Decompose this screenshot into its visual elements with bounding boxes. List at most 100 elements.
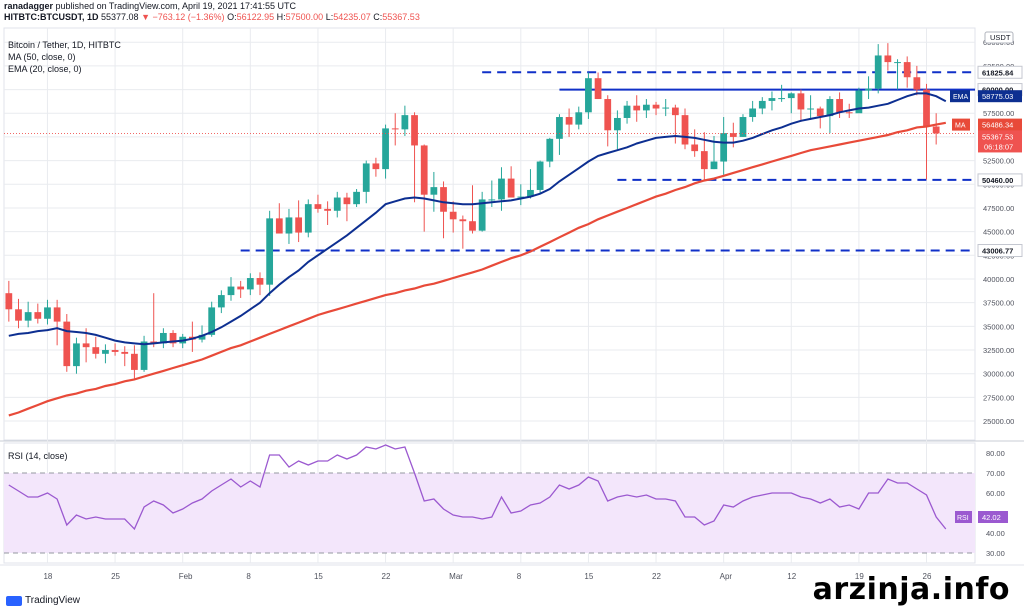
candle-body: [517, 196, 525, 198]
candle-body: [92, 347, 100, 354]
rsi-value-label: 42.02: [982, 513, 1001, 522]
currency-badge: [984, 31, 1014, 44]
candle-body: [430, 187, 438, 195]
publish-info: published on TradingView.com, April 19, …: [55, 1, 297, 11]
candle-body: [758, 100, 766, 109]
time-tick-label: 18: [43, 572, 52, 581]
price-change: ▼ −763.12 (−1.36%): [141, 12, 225, 22]
candle-body: [662, 107, 670, 109]
rsi-tick-label: 60.00: [986, 489, 1005, 498]
candle-body: [932, 126, 940, 134]
close-value: 55367.53: [382, 12, 420, 22]
candle-body: [391, 128, 399, 130]
candle-body: [34, 312, 42, 319]
candle-body: [575, 112, 583, 125]
candle-body: [488, 199, 496, 201]
currency-label: USDT: [990, 33, 1011, 42]
time-tick-label: 8: [517, 572, 522, 581]
candle-body: [710, 161, 718, 170]
candle-body: [729, 133, 737, 137]
candle-body: [865, 88, 872, 91]
candle-body: [53, 307, 61, 322]
rsi-tick-label: 40.00: [986, 529, 1005, 538]
candle-body: [739, 117, 747, 137]
candle-body: [565, 117, 573, 125]
ema-legend[interactable]: EMA (20, close, 0): [8, 64, 82, 74]
tradingview-logo-icon: [6, 595, 22, 606]
candle-body: [208, 307, 216, 335]
ema-20-line: [8, 92, 947, 346]
candle-body: [749, 108, 757, 118]
candle-body: [623, 105, 631, 118]
rsi-band: [4, 473, 975, 553]
tradingview-logo[interactable]: TradingView: [6, 595, 80, 606]
time-tick-label: 15: [584, 572, 593, 581]
candle-body: [111, 350, 119, 352]
candle-body: [420, 145, 428, 195]
symbol-label: HITBTC:BTCUSDT, 1D: [4, 12, 99, 22]
ma-50-line: [8, 121, 947, 417]
time-tick-label: Mar: [449, 572, 463, 581]
price-tick-label: 45000.00: [983, 228, 1014, 237]
candle-body: [594, 78, 602, 100]
ohlc-line: HITBTC:BTCUSDT, 1D 55377.08 ▼ −763.12 (−…: [4, 12, 420, 22]
open-label: O:: [227, 12, 237, 22]
candle-body: [614, 117, 621, 131]
candle-body: [304, 204, 312, 233]
candle-body: [536, 161, 544, 190]
author-name[interactable]: ranadagger: [4, 1, 54, 11]
candle-body: [855, 90, 863, 114]
open-value: 56122.95: [236, 12, 275, 22]
candle-body: [459, 219, 467, 222]
rsi-legend[interactable]: RSI (14, close): [8, 451, 68, 461]
ema-value-label: 58775.03: [982, 92, 1013, 101]
last-price: 55377.08: [101, 12, 139, 22]
price-tick-label: 35000.00: [983, 322, 1014, 331]
price-tick-label: 32500.00: [983, 346, 1014, 355]
price-tick-label: 27500.00: [983, 393, 1014, 402]
candle-body: [314, 204, 322, 209]
countdown-label: 06:18:07: [984, 142, 1013, 151]
candle-body: [700, 151, 708, 170]
rsi-tag-label: RSI: [957, 515, 969, 522]
rsi-tag-box: [955, 511, 972, 523]
candle-body: [256, 278, 264, 285]
candle-body: [894, 62, 901, 64]
close-label: C:: [373, 12, 383, 22]
low-label: L:: [325, 12, 334, 22]
ma-legend[interactable]: MA (50, close, 0): [8, 52, 76, 62]
candle-body: [652, 104, 660, 109]
level-price-label: 43006.77: [982, 247, 1013, 256]
candle-body: [585, 78, 592, 113]
candle-body: [382, 128, 389, 170]
candle-body: [227, 286, 235, 296]
level-price-box: [977, 173, 1023, 187]
candle-body: [787, 93, 795, 99]
candle-body: [131, 353, 138, 370]
candle-body: [121, 351, 129, 354]
candle-body: [913, 77, 921, 90]
level-price-label: 60000.00: [982, 86, 1013, 95]
candle-body: [874, 55, 882, 89]
candle-body: [440, 187, 447, 212]
candle-body: [343, 197, 351, 205]
candle-body: [681, 115, 689, 145]
chart-title: Bitcoin / Tether, 1D, HITBTC: [8, 40, 121, 50]
candle-body: [778, 98, 785, 100]
candle-body: [15, 309, 22, 321]
candle-body: [478, 199, 486, 231]
tradingview-logo-text: TradingView: [25, 595, 81, 606]
high-value: 57500.00: [285, 12, 324, 22]
time-tick-label: 12: [787, 572, 796, 581]
ma-tag-label: MA: [955, 123, 966, 130]
candle-body: [449, 211, 457, 220]
site-watermark: arzinja.info: [812, 572, 1010, 607]
candle-body: [324, 208, 331, 211]
ma-value-label: 56486.34: [982, 121, 1013, 130]
candle-body: [642, 104, 650, 111]
candle-body: [411, 115, 418, 146]
time-tick-label: 26: [923, 572, 932, 581]
time-tick-label: Feb: [179, 572, 193, 581]
time-tick-label: 25: [111, 572, 120, 581]
candle-body: [797, 93, 805, 110]
